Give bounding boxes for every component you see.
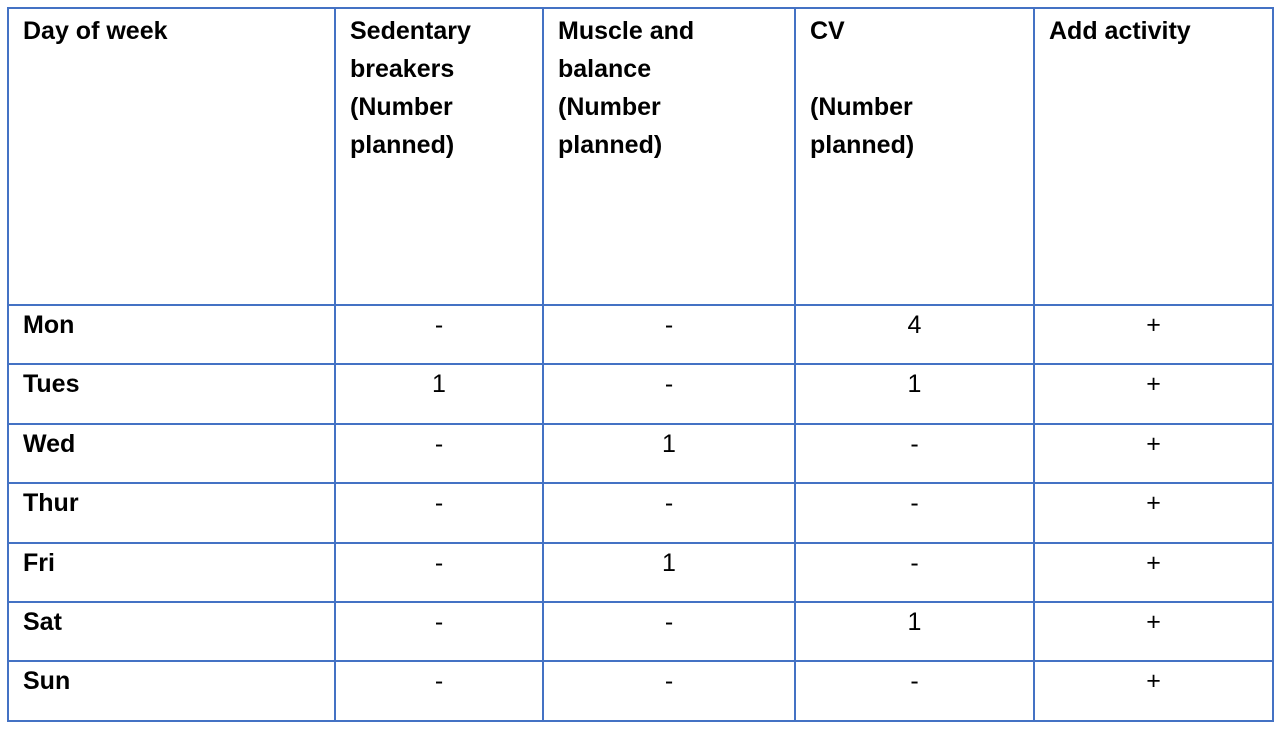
add-activity-cell[interactable]: +	[1033, 660, 1274, 722]
add-activity-cell[interactable]: +	[1033, 541, 1274, 603]
cv-count-cell-text: 1	[907, 607, 922, 636]
day-cell: Fri	[7, 541, 336, 603]
day-cell: Wed	[7, 422, 336, 485]
header-sedentary-line: planned)	[350, 131, 455, 159]
add-activity-cell[interactable]: +	[1033, 303, 1274, 366]
add-activity-button[interactable]: +	[1146, 311, 1161, 339]
sedentary-count-cell-text: -	[434, 489, 444, 518]
header-muscle-line: balance	[558, 55, 652, 83]
table-row: Fri - 1 - +	[7, 541, 1274, 603]
cv-count-cell: 1	[794, 600, 1035, 663]
sedentary-count-cell: -	[334, 303, 544, 366]
activity-planner-table: Day of week Sedentary breakers (Number p…	[7, 7, 1274, 722]
cv-count-cell: 1	[794, 363, 1035, 425]
day-cell: Sat	[7, 600, 336, 663]
table-row: Thur - - - +	[7, 482, 1274, 544]
cv-count-cell: -	[794, 660, 1035, 722]
add-activity-button[interactable]: +	[1146, 370, 1161, 399]
muscle-balance-count-cell-text: -	[664, 370, 674, 399]
day-cell-text: Fri	[23, 548, 55, 577]
cv-count-cell-text: -	[910, 667, 919, 696]
table-row: Sun - - - +	[7, 660, 1274, 722]
muscle-balance-count-cell-text: 1	[662, 429, 676, 458]
muscle-balance-count-cell: -	[542, 363, 796, 425]
cv-count-cell: 4	[794, 303, 1035, 366]
cv-count-cell-text: 1	[907, 370, 922, 399]
add-activity-button[interactable]: +	[1146, 489, 1161, 518]
header-day-line: Day of week	[23, 17, 168, 45]
add-activity-cell[interactable]: +	[1033, 422, 1274, 485]
day-cell-text: Sun	[23, 667, 71, 696]
header-cv-line: (Number	[810, 93, 913, 121]
muscle-balance-count-cell-text: -	[664, 607, 674, 636]
day-cell-text: Mon	[23, 311, 75, 339]
header-cv-blank-line	[810, 50, 1025, 88]
cv-count-cell-text: -	[910, 429, 919, 458]
sedentary-count-cell-text: 1	[432, 370, 446, 399]
header-cv: CV (Number planned)	[794, 7, 1035, 306]
add-activity-cell[interactable]: +	[1033, 600, 1274, 663]
header-add-activity: Add activity	[1033, 7, 1274, 306]
header-add-line: Add activity	[1049, 17, 1191, 45]
sedentary-count-cell-text: -	[434, 548, 444, 577]
sedentary-count-cell: -	[334, 600, 544, 663]
muscle-balance-count-cell-text: -	[664, 489, 674, 518]
muscle-balance-count-cell: -	[542, 600, 796, 663]
header-muscle-line: (Number	[558, 93, 661, 121]
muscle-balance-count-cell: -	[542, 303, 796, 366]
cv-count-cell: -	[794, 482, 1035, 544]
header-muscle-and-balance: Muscle and balance (Number planned)	[542, 7, 796, 306]
add-activity-cell[interactable]: +	[1033, 363, 1274, 425]
add-activity-button[interactable]: +	[1146, 607, 1161, 636]
sedentary-count-cell-text: -	[434, 607, 444, 636]
muscle-balance-count-cell: 1	[542, 541, 796, 603]
table-row: Tues 1 - 1 +	[7, 363, 1274, 425]
muscle-balance-count-cell: 1	[542, 422, 796, 485]
cv-count-cell-text: 4	[907, 311, 922, 339]
sedentary-count-cell-text: -	[434, 429, 444, 458]
sedentary-count-cell-text: -	[434, 311, 444, 339]
header-cv-line: planned)	[810, 131, 915, 159]
add-activity-cell[interactable]: +	[1033, 482, 1274, 544]
table-body: Day of week Sedentary breakers (Number p…	[7, 7, 1274, 722]
day-cell: Sun	[7, 660, 336, 722]
header-sedentary-line: breakers	[350, 55, 455, 83]
muscle-balance-count-cell-text: -	[664, 667, 674, 696]
table-row: Wed - 1 - +	[7, 422, 1274, 485]
cv-count-cell-text: -	[910, 489, 919, 518]
sedentary-count-cell: -	[334, 482, 544, 544]
header-row: Day of week Sedentary breakers (Number p…	[7, 7, 1274, 306]
table-row: Sat - - 1 +	[7, 600, 1274, 663]
day-cell-text: Sat	[23, 607, 62, 636]
day-cell: Thur	[7, 482, 336, 544]
day-cell-text: Wed	[23, 429, 76, 458]
header-muscle-line: Muscle and	[558, 17, 695, 45]
sedentary-count-cell: 1	[334, 363, 544, 425]
muscle-balance-count-cell-text: -	[664, 311, 674, 339]
header-sedentary-breakers: Sedentary breakers (Number planned)	[334, 7, 544, 306]
header-sedentary-line: (Number	[350, 93, 453, 121]
cv-count-cell-text: -	[910, 548, 919, 577]
day-cell: Mon	[7, 303, 336, 366]
table-row: Mon - - 4 +	[7, 303, 1274, 366]
day-cell-text: Tues	[23, 370, 80, 399]
day-cell-text: Thur	[23, 489, 79, 518]
cv-count-cell: -	[794, 541, 1035, 603]
header-day-of-week: Day of week	[7, 7, 336, 306]
muscle-balance-count-cell: -	[542, 660, 796, 722]
cv-count-cell: -	[794, 422, 1035, 485]
sedentary-count-cell: -	[334, 660, 544, 722]
sedentary-count-cell: -	[334, 422, 544, 485]
muscle-balance-count-cell-text: 1	[662, 548, 676, 577]
add-activity-button[interactable]: +	[1146, 667, 1161, 696]
muscle-balance-count-cell: -	[542, 482, 796, 544]
sedentary-count-cell-text: -	[434, 667, 444, 696]
add-activity-button[interactable]: +	[1146, 429, 1161, 458]
day-cell: Tues	[7, 363, 336, 425]
add-activity-button[interactable]: +	[1146, 548, 1161, 577]
header-cv-line: CV	[810, 17, 845, 45]
header-muscle-line: planned)	[558, 131, 663, 159]
header-sedentary-line: Sedentary	[350, 17, 471, 45]
sedentary-count-cell: -	[334, 541, 544, 603]
